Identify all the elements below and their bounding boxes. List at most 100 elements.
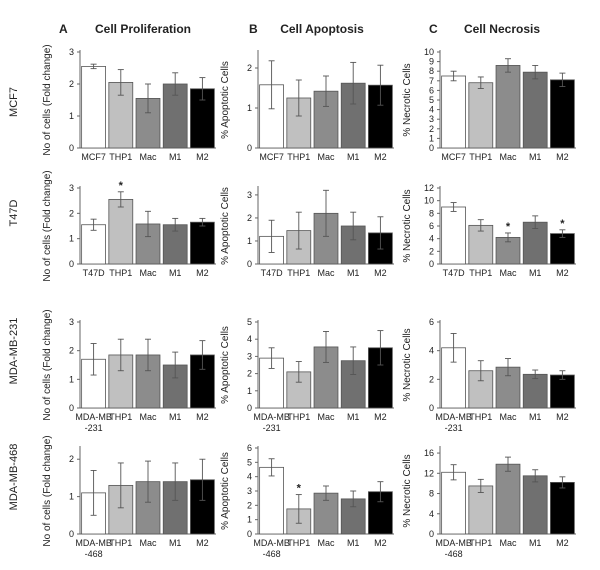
x-category-label-line: -231 (85, 423, 103, 433)
y-tick-label: 4 (429, 509, 434, 519)
y-axis-label: No of cells (Fold change) (42, 435, 53, 546)
y-tick-label: 3 (69, 47, 74, 57)
y-tick-label: 1 (247, 103, 252, 113)
y-axis-label: % Necrotic Cells (402, 189, 413, 262)
bar (550, 79, 575, 149)
bar (441, 75, 466, 149)
x-category-label: MDA-MB -231 (253, 412, 290, 433)
y-tick-label: 0 (69, 403, 74, 413)
y-tick-label: 2 (429, 124, 434, 134)
y-tick-label: 0 (69, 259, 74, 269)
column-title-necrosis: Cell Necrosis (464, 22, 540, 36)
x-category-label: M1 (169, 152, 182, 162)
x-category-label: THP1 (469, 538, 492, 548)
bar (259, 466, 284, 535)
x-category-label: THP1 (109, 152, 132, 162)
bar (495, 463, 521, 535)
y-tick-label: 12 (424, 468, 434, 478)
y-axis-label: % Apoptotic Cells (220, 326, 231, 404)
panel-letter-c: C (429, 22, 438, 36)
bar (550, 233, 575, 265)
x-category-label: M1 (529, 152, 542, 162)
x-category-label: MCF7 (81, 152, 106, 162)
x-category-label: M1 (169, 268, 182, 278)
x-category-label-line: MDA-MB (75, 538, 112, 548)
y-tick-label: 0 (69, 529, 74, 539)
x-category-label: M1 (169, 538, 182, 548)
y-tick-label: 1 (247, 515, 252, 525)
x-category-label-line: MDA-MB (75, 412, 112, 422)
x-category-label: M2 (556, 268, 569, 278)
y-tick-label: 10 (424, 196, 434, 206)
column-title-proliferation: Cell Proliferation (95, 22, 191, 36)
y-tick-label: 0 (429, 529, 434, 539)
y-tick-label: 0 (247, 529, 252, 539)
x-category-label: THP1 (109, 268, 132, 278)
y-tick-label: 1 (69, 374, 74, 384)
y-axis-label: % Necrotic Cells (402, 454, 413, 527)
y-tick-label: 1 (429, 133, 434, 143)
x-category-label: MDA-MB -468 (253, 538, 290, 559)
chart-panel: 0 1 2 3 No of cells (Fold change) T47D * THP1 Ma… (42, 170, 216, 282)
x-category-label-line: -231 (263, 423, 281, 433)
x-category-label: M2 (374, 152, 387, 162)
x-category-label: M1 (529, 412, 542, 422)
x-category-label-line: MDA-MB (435, 412, 472, 422)
y-tick-label: 6 (247, 443, 252, 453)
x-category-label: M1 (347, 268, 360, 278)
bar (550, 374, 575, 409)
y-tick-label: 2 (247, 500, 252, 510)
x-category-label: THP1 (469, 268, 492, 278)
y-axis-label: % Apoptotic Cells (220, 187, 231, 265)
y-tick-label: 10 (424, 47, 434, 57)
y-tick-label: 7 (429, 76, 434, 86)
bar (441, 471, 466, 535)
x-category-label-line: MDA-MB (253, 412, 290, 422)
chart-panel: 0 2 4 6 8 10 12 % Necrotic Cells T47D THP1 * Mac M1 *… (402, 183, 576, 278)
y-tick-label: 1 (69, 111, 74, 121)
y-tick-label: 1 (247, 386, 252, 396)
y-axis-label: % Necrotic Cells (402, 63, 413, 136)
x-category-label: Mac (139, 268, 157, 278)
x-category-label: MCF7 (259, 152, 284, 162)
y-tick-label: 5 (247, 317, 252, 327)
x-category-label: MDA-MB -468 (435, 538, 472, 559)
x-category-label: M2 (196, 152, 209, 162)
x-category-label: MDA-MB -468 (75, 538, 112, 559)
x-category-label: M2 (374, 268, 387, 278)
x-category-label: M1 (529, 538, 542, 548)
y-tick-label: 1 (247, 236, 252, 246)
y-tick-label: 3 (247, 486, 252, 496)
chart-panel: 0 1 2 3 No of cells (Fold change) MCF7 THP1 Mac… (42, 44, 216, 162)
significance-star: * (297, 483, 302, 495)
x-category-label: M1 (347, 538, 360, 548)
y-axis-label: % Apoptotic Cells (220, 61, 231, 139)
y-tick-label: 4 (247, 472, 252, 482)
y-tick-label: 2 (69, 346, 74, 356)
x-category-label: M2 (374, 538, 387, 548)
bar (81, 66, 106, 149)
x-category-label: Mac (139, 412, 157, 422)
significance-star: * (119, 180, 124, 192)
bar (522, 475, 548, 535)
x-category-label: THP1 (287, 268, 310, 278)
x-category-label-line: -468 (85, 549, 103, 559)
x-category-label: Mac (317, 152, 335, 162)
row-label-mda-mb-468: MDA-MB-468 (8, 444, 20, 511)
x-category-label-line: MDA-MB (253, 538, 290, 548)
y-axis-label: % Necrotic Cells (402, 328, 413, 401)
y-tick-label: 2 (247, 369, 252, 379)
column-title-apoptosis: Cell Apoptosis (280, 22, 364, 36)
x-category-label: M1 (347, 152, 360, 162)
y-tick-label: 4 (429, 234, 434, 244)
y-tick-label: 2 (429, 246, 434, 256)
y-tick-label: 6 (429, 317, 434, 327)
x-category-label: M2 (196, 412, 209, 422)
x-category-label: Mac (317, 538, 335, 548)
y-tick-label: 8 (429, 66, 434, 76)
x-category-label: THP1 (287, 412, 310, 422)
x-category-label: M1 (169, 412, 182, 422)
y-tick-label: 1 (69, 234, 74, 244)
